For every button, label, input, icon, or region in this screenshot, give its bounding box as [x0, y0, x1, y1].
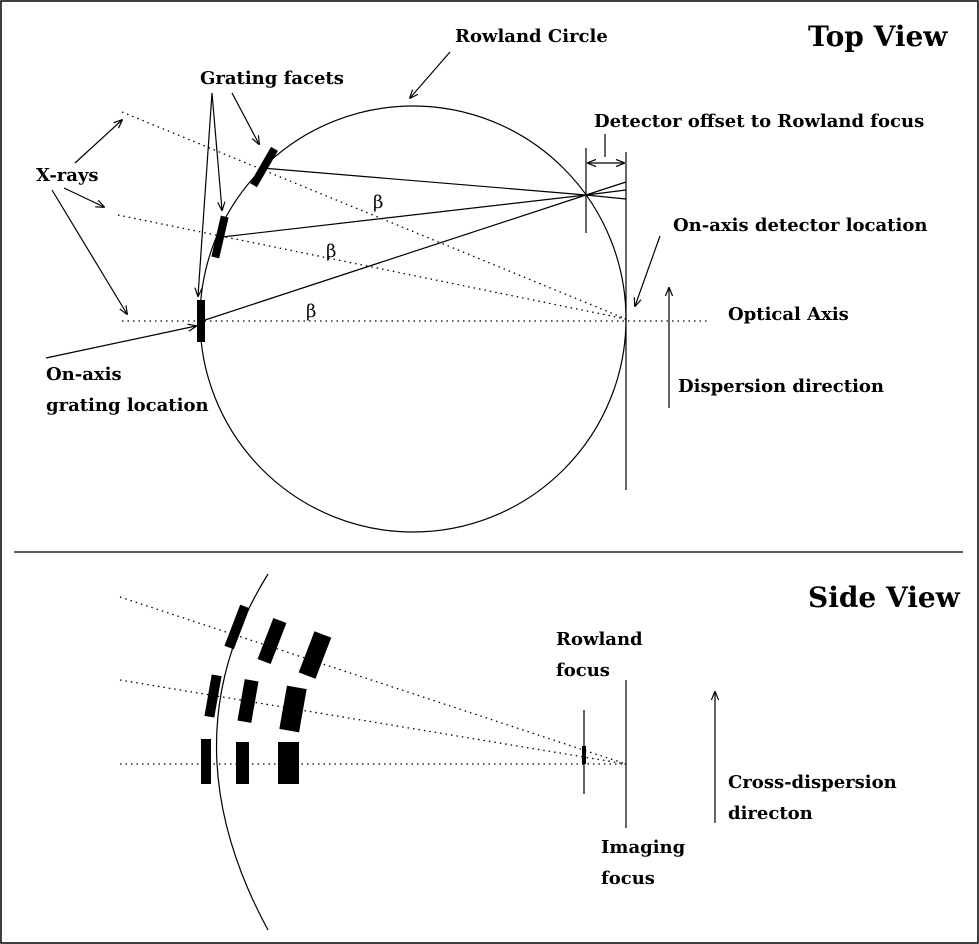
onaxis-grating-label-line2: grating location — [46, 395, 209, 416]
imaging-focus-label-line1: Imaging — [601, 837, 686, 858]
onaxis-grating-label-line1: On-axis — [46, 364, 122, 385]
ray-extension-1 — [585, 181, 627, 196]
rowland-focus-label-line1: Rowland — [556, 629, 643, 650]
rowland-circle-label: Rowland Circle — [455, 26, 608, 47]
xray-line-upper — [121, 111, 627, 320]
diffracted-ray-middle — [221, 194, 587, 238]
beta-upper: β — [373, 192, 383, 213]
side-facet-lower-1 — [201, 739, 211, 784]
imaging-focus-label-line2: focus — [601, 868, 655, 889]
xrays-arrow-upper — [74, 120, 122, 164]
beta-lower: β — [306, 301, 316, 322]
diffracted-ray-upper — [261, 167, 587, 196]
side-facet-upper-2 — [257, 617, 287, 665]
optical-axis-label: Optical Axis — [728, 304, 849, 325]
xray-line-middle — [117, 214, 627, 320]
onaxis-grating-arrow — [45, 326, 196, 359]
onaxis-detector-arrow — [635, 235, 661, 306]
side-facet-upper-1 — [224, 604, 250, 650]
side-facet-upper-3 — [298, 631, 332, 679]
side-view: Side View Rowland focus Imaging focus Cr… — [119, 573, 961, 931]
grating-facets-arrow-lower — [198, 92, 213, 296]
top-view: Top View β β β Rowland Circle — [36, 20, 948, 533]
beta-middle: β — [326, 241, 336, 262]
ray-extension-2 — [585, 189, 627, 196]
side-rowland-spot — [582, 746, 586, 764]
grating-facets-arrow-upper — [231, 92, 259, 144]
top-view-title: Top View — [808, 20, 948, 53]
diffracted-ray-lower — [201, 194, 587, 322]
grating-facet-middle — [211, 215, 229, 259]
side-view-title: Side View — [808, 581, 961, 614]
dispersion-direction-label: Dispersion direction — [678, 376, 884, 397]
grating-facet-onaxis — [197, 300, 205, 342]
ray-extension-3 — [585, 194, 627, 200]
side-facet-lower-2 — [236, 742, 249, 784]
onaxis-detector-label: On-axis detector location — [673, 215, 927, 236]
side-facet-middle-3 — [279, 685, 307, 733]
grating-facets-arrow-middle — [211, 92, 222, 210]
rowland-focus-label-line2: focus — [556, 660, 610, 681]
xrays-label: X-rays — [36, 165, 99, 186]
cross-dispersion-label-line2: directon — [728, 803, 813, 824]
xrays-arrow-lower — [51, 189, 127, 314]
xrays-arrow-middle — [63, 187, 104, 207]
cross-dispersion-label-line1: Cross-dispersion — [728, 772, 897, 793]
grating-facet-upper — [250, 146, 278, 188]
detector-offset-label: Detector offset to Rowland focus — [594, 111, 924, 132]
grating-facets-label: Grating facets — [200, 68, 344, 89]
rowland-circle-arrow — [410, 51, 451, 98]
side-xray-middle — [119, 679, 627, 765]
side-facet-middle-2 — [237, 679, 259, 723]
side-xray-upper — [119, 596, 627, 765]
side-facet-lower-3 — [278, 742, 299, 784]
side-facet-middle-1 — [204, 674, 222, 718]
